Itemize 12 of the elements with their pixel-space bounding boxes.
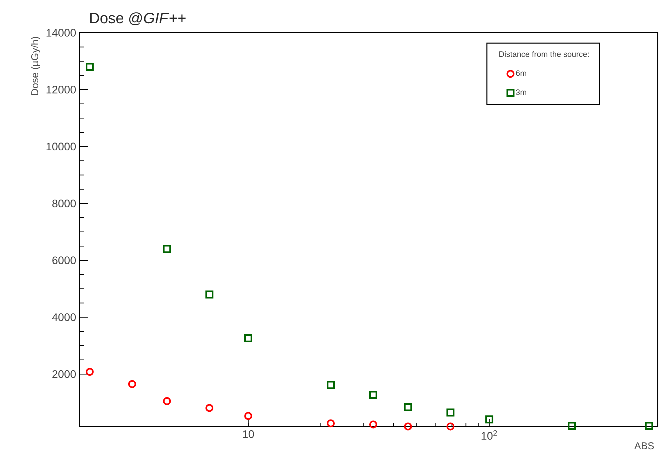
y-tick-label: 4000 (52, 314, 76, 322)
y-axis-title: Dose (µGy/h) (31, 37, 40, 96)
y-tick-label: 10000 (46, 142, 76, 151)
y-tick-label: 6000 (52, 256, 76, 264)
y-tick-label: 8000 (52, 200, 76, 208)
x-tick-label: 10$^{2}$ (482, 430, 498, 440)
x-axis-title: ABS (634, 442, 654, 450)
y-tick-label: 14000 (46, 29, 76, 37)
y-tick-label: 2000 (52, 370, 76, 378)
x-tick-label: 10 (243, 430, 254, 438)
chart-title: Dose @GIF++ (90, 12, 186, 26)
y-tick-label: 12000 (46, 86, 76, 94)
